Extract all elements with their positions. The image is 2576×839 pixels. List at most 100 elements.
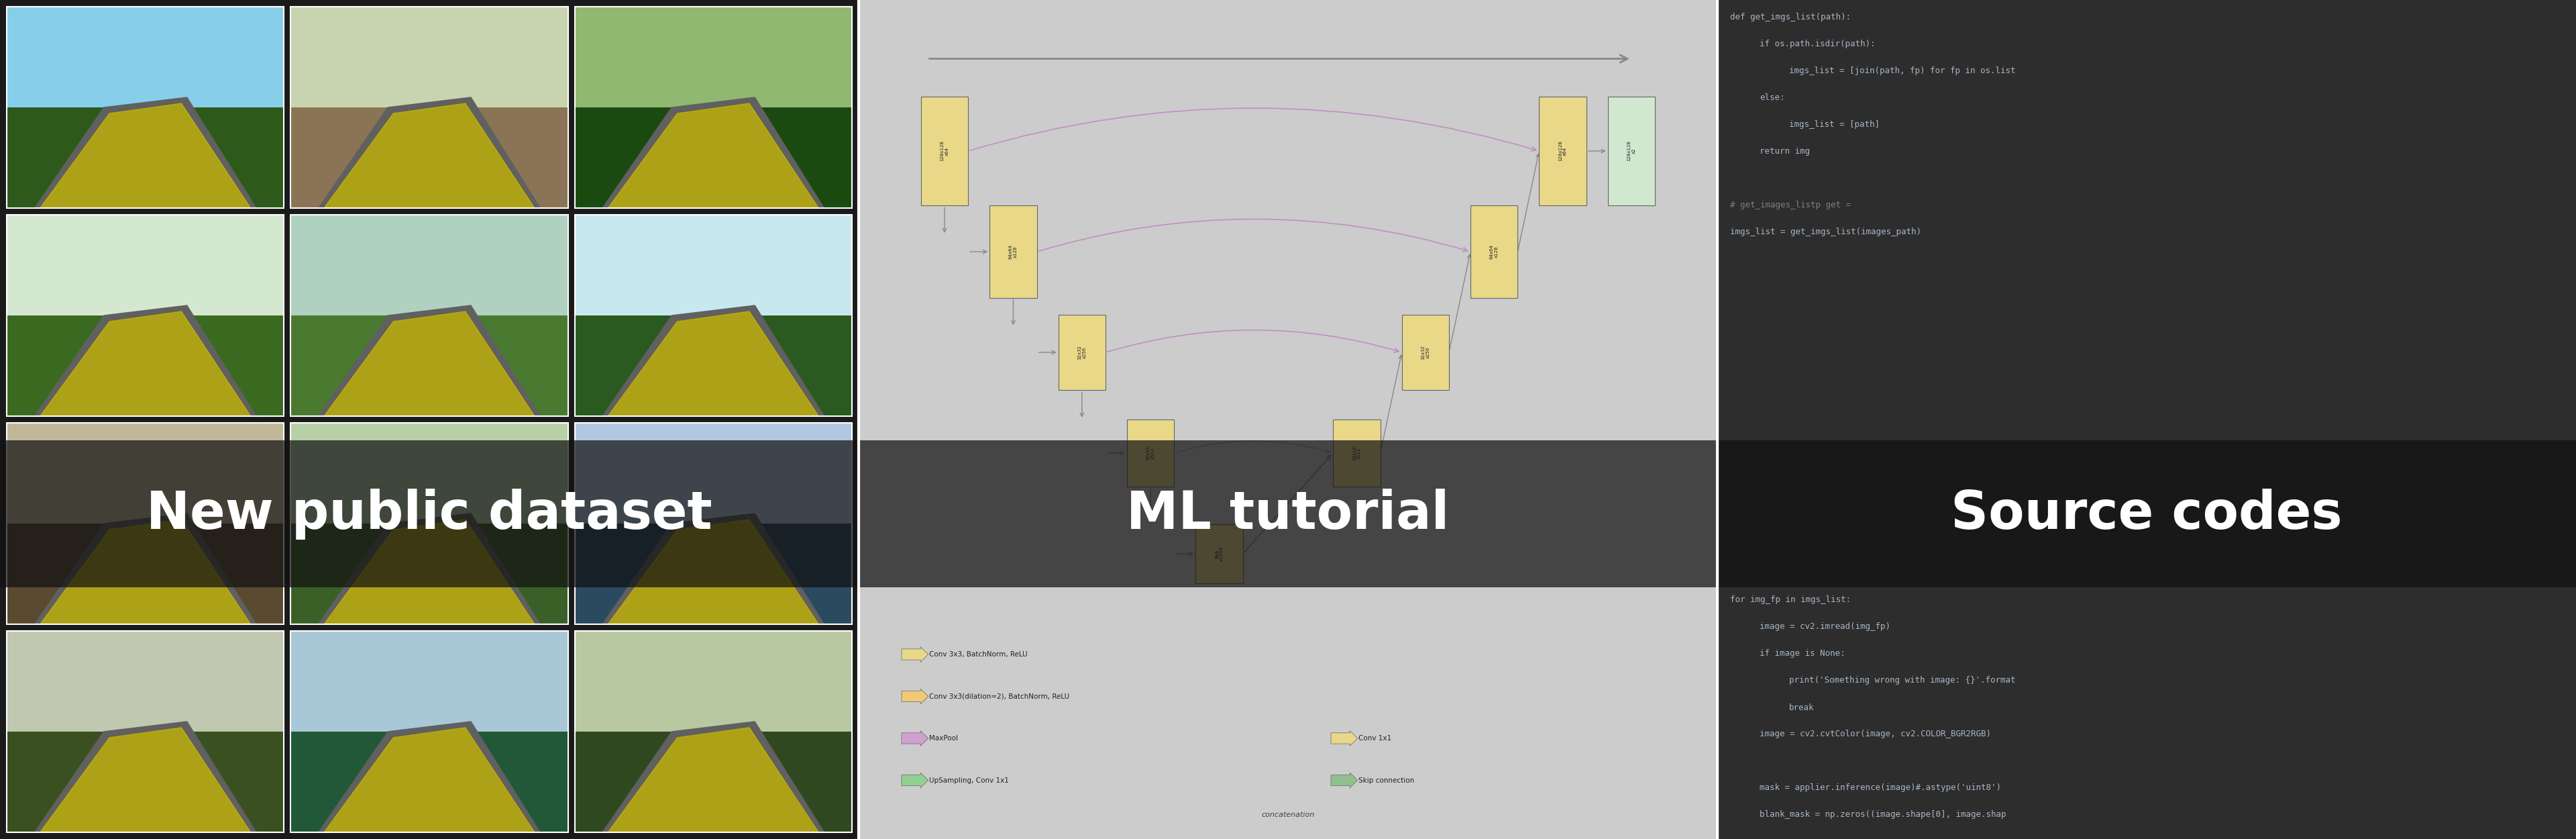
Bar [8, 215, 283, 416]
Polygon shape [325, 311, 536, 416]
Bar [574, 631, 853, 748]
Text: New public dataset: New public dataset [147, 488, 714, 539]
Text: if os.path.isdir(path):: if os.path.isdir(path): [1759, 39, 1875, 48]
Text: print('Something wrong with image: {}'.format: print('Something wrong with image: {}'.f… [1788, 676, 2014, 685]
Polygon shape [41, 519, 250, 624]
Text: 128x128
x64: 128x128 x64 [1558, 141, 1566, 161]
Polygon shape [325, 519, 536, 624]
Polygon shape [603, 305, 824, 416]
Bar [858, 440, 1718, 587]
Bar [574, 215, 853, 416]
Bar [574, 215, 853, 331]
FancyBboxPatch shape [989, 206, 1036, 298]
FancyBboxPatch shape [922, 96, 969, 206]
FancyBboxPatch shape [1195, 524, 1242, 583]
Polygon shape [41, 727, 250, 832]
Text: Conv 3x3, BatchNorm, ReLU: Conv 3x3, BatchNorm, ReLU [930, 651, 1028, 658]
Text: UpSampling, Conv 1x1: UpSampling, Conv 1x1 [930, 777, 1010, 784]
Bar [291, 524, 567, 624]
Bar [291, 423, 567, 624]
Bar [574, 107, 853, 208]
Bar [291, 215, 567, 416]
Polygon shape [319, 513, 541, 624]
FancyBboxPatch shape [1401, 315, 1448, 390]
Text: Conv 3x3(dilation=2), BatchNorm, ReLU: Conv 3x3(dilation=2), BatchNorm, ReLU [930, 693, 1069, 700]
Bar [291, 423, 567, 539]
Bar [8, 7, 283, 208]
Bar [574, 631, 853, 832]
Polygon shape [603, 97, 824, 208]
Text: Source codes: Source codes [1950, 488, 2342, 539]
Polygon shape [603, 722, 824, 832]
Text: Skip connection: Skip connection [1358, 777, 1414, 784]
FancyBboxPatch shape [1059, 315, 1105, 390]
Text: 32x32
x256: 32x32 x256 [1422, 345, 1430, 360]
Bar [8, 423, 283, 624]
Text: if image is None:: if image is None: [1759, 649, 1844, 658]
Bar [291, 107, 567, 208]
Bar [8, 315, 283, 416]
FancyArrow shape [902, 731, 927, 746]
Polygon shape [603, 513, 824, 624]
Text: imgs_list = get_imgs_list(images_path): imgs_list = get_imgs_list(images_path) [1731, 227, 1922, 236]
FancyBboxPatch shape [1540, 96, 1587, 206]
Polygon shape [325, 103, 536, 208]
Polygon shape [41, 103, 250, 208]
FancyArrow shape [902, 773, 927, 788]
FancyArrow shape [902, 689, 927, 704]
Text: imgs_list = [join(path, fp) for fp in os.list: imgs_list = [join(path, fp) for fp in os… [1788, 66, 2014, 75]
Bar [8, 215, 283, 331]
FancyBboxPatch shape [1128, 420, 1175, 487]
Bar [574, 423, 853, 539]
Text: ML tutorial: ML tutorial [1126, 488, 1450, 539]
FancyArrow shape [1332, 731, 1358, 746]
Polygon shape [319, 305, 541, 416]
FancyBboxPatch shape [1607, 96, 1654, 206]
Polygon shape [33, 305, 255, 416]
Bar [291, 7, 567, 123]
Text: 8x8
x1024: 8x8 x1024 [1216, 546, 1224, 561]
Bar [291, 631, 567, 832]
Text: MaxPool: MaxPool [930, 735, 958, 742]
Bar [8, 631, 283, 832]
Text: 64x64
x128: 64x64 x128 [1010, 244, 1018, 259]
Text: # get_images_listp get =: # get_images_listp get = [1731, 201, 1852, 209]
Polygon shape [608, 103, 819, 208]
Polygon shape [41, 311, 250, 416]
Text: concatenation: concatenation [1262, 811, 1314, 818]
Text: mask = applier.inference(image)#.astype('uint8'): mask = applier.inference(image)#.astype(… [1759, 784, 2002, 792]
Bar [574, 524, 853, 624]
FancyArrow shape [902, 647, 927, 662]
Text: for img_fp in imgs_list:: for img_fp in imgs_list: [1731, 596, 1852, 604]
Bar [8, 524, 283, 624]
Text: image = cv2.imread(img_fp): image = cv2.imread(img_fp) [1759, 623, 1891, 631]
Bar [8, 631, 283, 748]
Text: 32x32
x256: 32x32 x256 [1077, 345, 1087, 360]
Text: 64x64
x128: 64x64 x128 [1489, 244, 1499, 259]
Bar [574, 315, 853, 416]
Bar [574, 423, 853, 624]
Bar [291, 315, 567, 416]
Text: 128x128
x2: 128x128 x2 [1628, 141, 1636, 161]
Text: def get_imgs_list(path):: def get_imgs_list(path): [1731, 13, 1852, 21]
Bar [8, 7, 283, 123]
Bar [291, 215, 567, 331]
FancyBboxPatch shape [1334, 420, 1381, 487]
Polygon shape [608, 727, 819, 832]
Polygon shape [319, 722, 541, 832]
Polygon shape [33, 513, 255, 624]
Bar [574, 7, 853, 123]
Polygon shape [33, 722, 255, 832]
Text: break: break [1788, 703, 1814, 711]
Polygon shape [319, 97, 541, 208]
Text: image = cv2.cvtColor(image, cv2.COLOR_BGR2RGB): image = cv2.cvtColor(image, cv2.COLOR_BG… [1759, 730, 1991, 738]
Text: 16x16
x512: 16x16 x512 [1146, 446, 1154, 461]
Text: blank_mask = np.zeros((image.shape[0], image.shap: blank_mask = np.zeros((image.shape[0], i… [1759, 810, 2007, 819]
FancyBboxPatch shape [1471, 206, 1517, 298]
Text: else:: else: [1759, 93, 1785, 102]
Text: return img: return img [1759, 147, 1811, 155]
Bar [1718, 440, 2576, 587]
Bar [8, 107, 283, 208]
Text: 128x128
x64: 128x128 x64 [940, 141, 948, 161]
Bar [0, 440, 858, 587]
